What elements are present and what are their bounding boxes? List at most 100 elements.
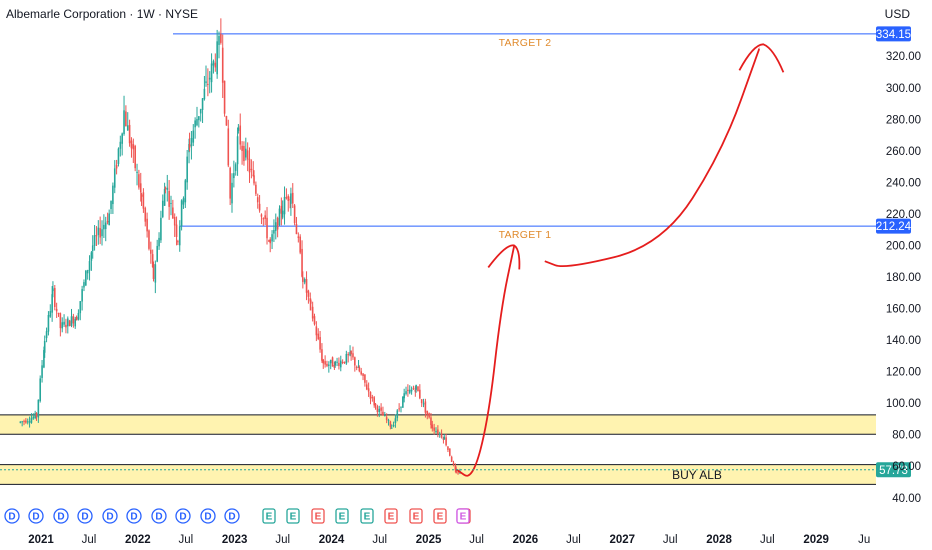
y-tick-label: 140.00: [886, 335, 921, 347]
earnings-marker-label: E: [460, 512, 467, 523]
dividend-marker[interactable]: [77, 508, 93, 524]
candle-body: [86, 270, 89, 274]
candle-body: [115, 164, 118, 169]
target-label: TARGET 1: [499, 229, 552, 241]
dividend-marker[interactable]: [126, 508, 142, 524]
candle-body: [347, 354, 350, 356]
dividend-marker[interactable]: [175, 508, 191, 524]
candle-body: [194, 120, 196, 128]
x-tick-label: Jul: [469, 534, 484, 546]
candle-body: [405, 391, 407, 394]
support-zone-1[interactable]: [0, 414, 876, 435]
candlestick-series: [19, 18, 461, 475]
candle-body: [53, 288, 56, 307]
candle-body: [132, 144, 135, 150]
last-price-label: 57.73: [879, 465, 908, 477]
dividend-marker-label: D: [155, 512, 162, 523]
candle-body: [218, 35, 220, 45]
candle-body: [290, 193, 292, 204]
candle-body: [180, 200, 183, 226]
candle-body: [104, 222, 107, 230]
candle-body: [178, 226, 181, 246]
dividend-marker-label: D: [57, 512, 64, 523]
y-tick-label: 300.00: [886, 83, 921, 95]
earnings-marker[interactable]: [311, 508, 325, 524]
candle-body: [417, 386, 419, 392]
candle-body: [343, 361, 346, 363]
candle-body: [281, 210, 284, 218]
dividend-marker-label: D: [81, 512, 88, 523]
candle-body: [324, 361, 326, 365]
candle-body: [291, 192, 294, 204]
dividend-marker[interactable]: [224, 508, 240, 524]
candle-body: [445, 437, 447, 446]
candle-body: [66, 318, 69, 327]
last-price-line: 57.73: [0, 462, 911, 478]
dividend-marker[interactable]: [102, 508, 118, 524]
candle-body: [414, 389, 417, 392]
candle-body: [59, 313, 62, 329]
dividend-marker[interactable]: [151, 508, 167, 524]
candle-body: [447, 446, 449, 450]
x-tick-label: 2021: [28, 534, 54, 546]
dividend-marker[interactable]: [200, 508, 216, 524]
earnings-marker[interactable]: [262, 508, 276, 524]
projection-peak-1[interactable]: [487, 244, 521, 270]
candle-body: [139, 183, 142, 193]
target-price-label: 212.24: [876, 221, 912, 233]
support-zone-2[interactable]: [0, 464, 876, 485]
x-tick-label: 2028: [706, 534, 732, 546]
candle-body: [221, 47, 224, 83]
candle-body: [198, 116, 200, 121]
candle-body: [328, 364, 330, 366]
candle-body: [435, 430, 437, 433]
dividend-marker-label: D: [179, 512, 186, 523]
candle-body: [166, 187, 169, 190]
x-tick-label: Jul: [663, 534, 678, 546]
earnings-marker[interactable]: [286, 508, 300, 524]
candle-body: [121, 133, 123, 144]
candle-body: [188, 144, 191, 148]
earnings-marker[interactable]: [456, 508, 470, 524]
candle-body: [234, 164, 237, 171]
candle-body: [161, 200, 164, 217]
candle-body: [307, 290, 310, 297]
candle-body: [205, 81, 207, 83]
candle-body: [252, 174, 255, 176]
earnings-marker[interactable]: [433, 508, 447, 524]
candle-body: [326, 363, 328, 366]
dividend-marker[interactable]: [28, 508, 44, 524]
candle-body: [101, 229, 103, 237]
candle-body: [126, 125, 129, 131]
candle-body: [319, 337, 321, 350]
y-tick-label: 100.00: [886, 398, 921, 410]
candle-body: [229, 167, 231, 199]
projection-peak-2[interactable]: [738, 43, 785, 73]
projection-curve-2[interactable]: [544, 48, 761, 268]
candle-body: [358, 367, 361, 372]
candle-body: [369, 391, 372, 399]
candle-body: [158, 237, 160, 247]
candle-body: [201, 98, 204, 110]
last-price-box: [876, 462, 911, 478]
candle-body: [150, 249, 152, 254]
earnings-marker-label: E: [437, 512, 444, 523]
candle-body: [77, 312, 80, 320]
candle-body: [256, 197, 259, 203]
earnings-marker[interactable]: [409, 508, 423, 524]
projection-curve-1[interactable]: [455, 245, 516, 477]
candle-body: [148, 230, 150, 249]
candle-body: [243, 145, 245, 162]
event-markers: DDDDDDDDDDEEEEEEEEEEE: [4, 508, 471, 524]
earnings-marker[interactable]: [384, 508, 398, 524]
dividend-marker[interactable]: [4, 508, 20, 524]
dividend-marker[interactable]: [53, 508, 69, 524]
candle-body: [350, 350, 352, 355]
candle-body: [88, 261, 91, 271]
earnings-marker[interactable]: [335, 508, 349, 524]
target-levels: TARGET 2 334.15 TARGET 1 212.24: [173, 26, 912, 241]
earnings-marker[interactable]: [360, 508, 374, 524]
candle-body: [336, 361, 338, 363]
candle-body: [91, 245, 94, 251]
